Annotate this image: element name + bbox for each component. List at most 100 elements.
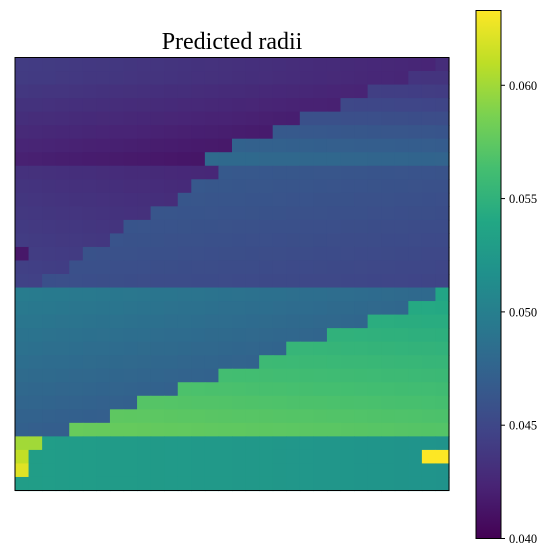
heatmap-cell xyxy=(96,246,111,262)
heatmap-cell xyxy=(367,206,382,221)
heatmap-cell xyxy=(326,395,342,410)
heatmap-cell xyxy=(28,449,43,465)
heatmap-cell xyxy=(326,260,342,275)
heatmap-cell xyxy=(15,476,30,492)
heatmap-cell xyxy=(55,449,70,465)
heatmap-cell xyxy=(272,463,287,478)
heatmap-cell xyxy=(340,98,355,113)
heatmap-cell xyxy=(15,463,30,478)
heatmap-cell xyxy=(82,301,97,316)
heatmap-cell xyxy=(42,463,57,478)
heatmap-cell xyxy=(272,111,287,126)
heatmap-cell xyxy=(150,355,165,370)
heatmap-cell xyxy=(232,98,247,113)
heatmap-cell xyxy=(137,246,152,262)
heatmap-cell xyxy=(137,287,152,302)
heatmap-cell xyxy=(421,274,437,289)
heatmap-cell xyxy=(272,233,287,248)
heatmap-cell xyxy=(82,260,97,275)
heatmap-cell xyxy=(354,246,369,262)
heatmap-cell xyxy=(96,287,111,302)
heatmap-cell xyxy=(394,111,409,126)
heatmap-cell xyxy=(245,476,260,492)
heatmap-cell xyxy=(340,71,355,86)
heatmap-cell xyxy=(259,165,274,180)
heatmap-cell xyxy=(435,125,450,140)
heatmap-cell xyxy=(123,206,138,221)
heatmap-cell xyxy=(286,246,301,262)
heatmap-cell xyxy=(137,192,152,207)
heatmap-cell xyxy=(259,301,274,316)
heatmap-cell xyxy=(137,476,152,492)
heatmap-cell xyxy=(123,165,138,180)
heatmap-cell xyxy=(123,463,138,478)
heatmap-cell xyxy=(286,368,301,383)
heatmap-cell xyxy=(96,449,111,465)
heatmap-cell xyxy=(381,192,396,207)
heatmap-cell xyxy=(381,314,396,329)
heatmap-cell xyxy=(313,476,328,492)
heatmap-cell xyxy=(299,260,314,275)
heatmap-cell xyxy=(28,260,43,275)
heatmap-cell xyxy=(313,84,328,99)
heatmap-cell xyxy=(435,111,450,126)
heatmap-cell xyxy=(204,138,220,153)
heatmap-cell xyxy=(381,84,396,99)
heatmap-cell xyxy=(96,382,111,397)
heatmap-cell xyxy=(42,98,57,113)
heatmap-cell xyxy=(191,111,206,126)
heatmap-cell xyxy=(272,274,287,289)
heatmap-cell xyxy=(232,219,247,235)
heatmap-cell xyxy=(96,395,111,410)
heatmap-cell xyxy=(354,125,369,140)
heatmap-cell xyxy=(55,476,70,492)
heatmap-cell xyxy=(340,382,355,397)
heatmap-cell xyxy=(191,355,206,370)
heatmap-cell xyxy=(69,219,84,235)
heatmap-cell xyxy=(313,314,328,329)
heatmap-cell xyxy=(28,368,43,383)
heatmap-cell xyxy=(218,314,233,329)
heatmap-cell xyxy=(15,436,30,451)
heatmap-cell xyxy=(137,436,152,451)
heatmap-cell xyxy=(421,368,437,383)
heatmap-cell xyxy=(408,246,423,262)
heatmap-cell xyxy=(109,436,125,451)
heatmap-cell xyxy=(218,233,233,248)
heatmap-cell xyxy=(245,206,260,221)
heatmap-cell xyxy=(96,476,111,492)
heatmap-cell xyxy=(15,409,30,424)
heatmap-cell xyxy=(218,246,233,262)
heatmap-cell xyxy=(354,422,369,437)
heatmap-cell xyxy=(232,287,247,302)
heatmap-cell xyxy=(177,328,192,343)
heatmap-cell xyxy=(340,422,355,437)
heatmap-cell xyxy=(286,179,301,194)
heatmap-cell xyxy=(42,341,57,356)
heatmap-cell xyxy=(42,165,57,180)
heatmap-cell xyxy=(177,192,192,207)
heatmap-cell xyxy=(204,382,220,397)
heatmap-cell xyxy=(96,125,111,140)
heatmap-cell xyxy=(326,449,342,465)
heatmap-cell xyxy=(55,138,70,153)
colorbar-tick-label: 0.060 xyxy=(509,79,537,93)
heatmap-cell xyxy=(381,287,396,302)
heatmap-cell xyxy=(109,476,125,492)
heatmap-cell xyxy=(15,368,30,383)
heatmap-cell xyxy=(326,422,342,437)
heatmap-cell xyxy=(96,192,111,207)
heatmap-cell xyxy=(177,98,192,113)
heatmap-cell xyxy=(137,422,152,437)
heatmap-cell xyxy=(408,409,423,424)
heatmap-cell xyxy=(313,71,328,86)
heatmap-cell xyxy=(123,341,138,356)
heatmap-cell xyxy=(42,287,57,302)
heatmap-cell xyxy=(42,71,57,86)
heatmap-cell xyxy=(299,233,314,248)
heatmap-cell xyxy=(218,476,233,492)
heatmap-cell xyxy=(42,409,57,424)
heatmap-cell xyxy=(313,463,328,478)
heatmap-cell xyxy=(218,341,233,356)
heatmap-cell xyxy=(408,395,423,410)
